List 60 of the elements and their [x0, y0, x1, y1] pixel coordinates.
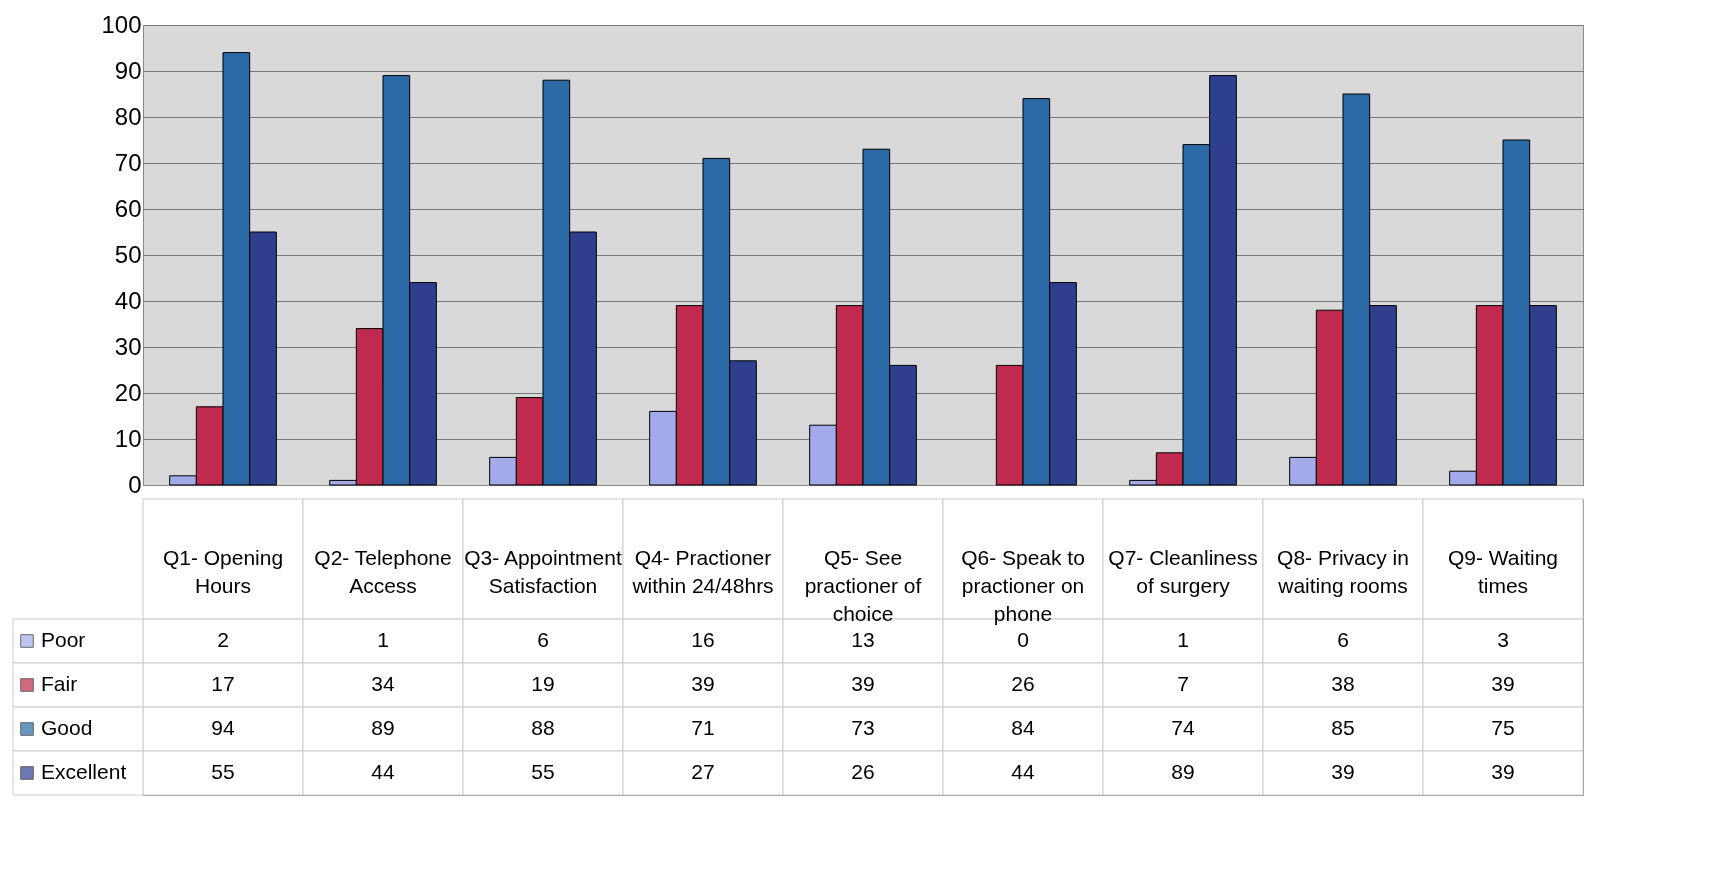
legend-label: Excellent	[41, 760, 127, 783]
y-tick-label: 0	[128, 470, 142, 498]
data-label: 44	[371, 760, 395, 783]
data-label: 26	[1011, 672, 1035, 695]
data-label: 26	[851, 760, 875, 783]
data-label: 16	[691, 628, 715, 651]
data-label: 75	[1491, 716, 1515, 739]
data-label: 74	[1171, 716, 1195, 739]
x-tick-label: Q1- Opening Hours	[162, 546, 284, 597]
y-tick-label: 70	[114, 148, 142, 176]
x-tick-label: Q5- See practioner of choice	[804, 546, 922, 625]
data-label: 7	[1177, 672, 1189, 695]
data-label: 39	[1491, 672, 1515, 695]
data-label: 1	[1177, 628, 1189, 651]
y-tick-label: 90	[114, 56, 142, 84]
data-label: 3	[1497, 628, 1509, 651]
data-label: 39	[851, 672, 875, 695]
legend-label: Poor	[41, 628, 86, 651]
data-label: 6	[1337, 628, 1349, 651]
legend-label: Fair	[41, 672, 78, 695]
x-tick-label: Q7- Cleanliness of surgery	[1108, 546, 1258, 597]
data-label: 84	[1011, 716, 1035, 739]
data-label: 34	[371, 672, 395, 695]
y-tick-label: 10	[114, 424, 142, 452]
data-label: 71	[691, 716, 715, 739]
data-label: 0	[1017, 628, 1029, 651]
data-label: 17	[211, 672, 235, 695]
y-tick-label: 50	[114, 240, 142, 268]
data-label: 19	[531, 672, 555, 695]
data-label: 85	[1331, 716, 1355, 739]
data-label: 6	[537, 628, 549, 651]
y-tick-label: 60	[114, 194, 142, 222]
data-label: 55	[531, 760, 555, 783]
data-label: 44	[1011, 760, 1035, 783]
data-label: 38	[1331, 672, 1355, 695]
data-label: 2	[217, 628, 229, 651]
data-label: 1	[377, 628, 389, 651]
data-label: 73	[851, 716, 875, 739]
data-label: 89	[371, 716, 395, 739]
y-tick-label: 20	[114, 378, 142, 406]
data-label: 27	[691, 760, 715, 783]
data-label: 39	[691, 672, 715, 695]
data-label: 94	[211, 716, 235, 739]
data-label: 13	[851, 628, 875, 651]
x-tick-label: Q4- Practioner within 24/48hrs	[631, 546, 774, 597]
y-tick-label: 80	[114, 102, 142, 130]
data-label: 88	[531, 716, 555, 739]
data-label: 89	[1171, 760, 1195, 783]
data-label: 39	[1491, 760, 1515, 783]
legend-label: Good	[41, 716, 93, 739]
y-tick-label: 40	[114, 286, 142, 314]
x-tick-label: Q2- Telephone Access	[314, 546, 452, 597]
data-label: 39	[1331, 760, 1355, 783]
x-tick-label: Q6- Speak to practioner on phone	[961, 546, 1085, 625]
y-tick-label: 30	[114, 332, 142, 360]
x-tick-label: Q3- Appointment Satisfaction	[464, 546, 622, 597]
data-label: 55	[211, 760, 235, 783]
x-tick-label: Q8- Privacy in waiting rooms	[1277, 546, 1409, 597]
x-tick-label: Q9- Waiting times	[1447, 546, 1559, 597]
y-tick-label: 100	[101, 10, 142, 38]
